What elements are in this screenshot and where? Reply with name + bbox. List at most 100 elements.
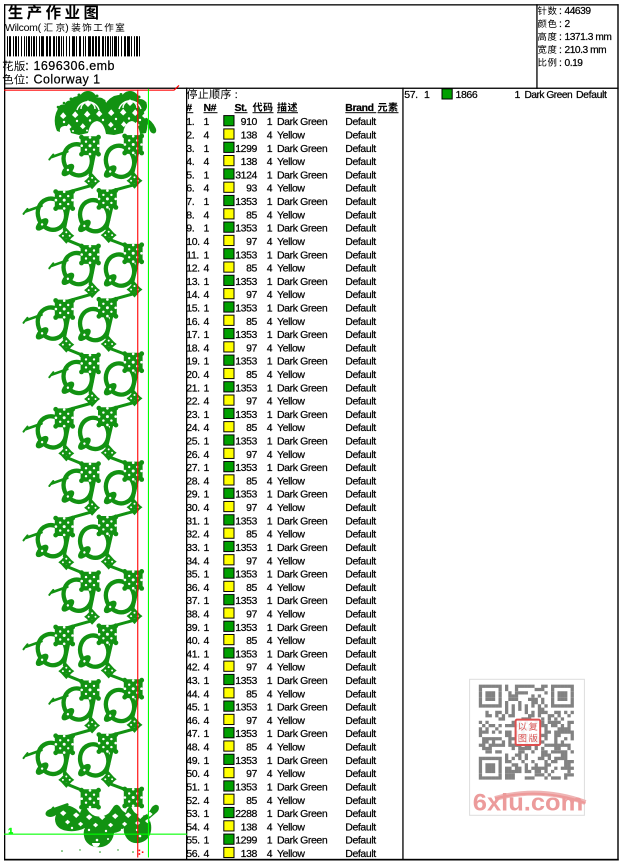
- svg-text:1: 1: [267, 569, 273, 581]
- svg-text:1353: 1353: [235, 515, 257, 527]
- svg-text:Default: Default: [345, 529, 376, 541]
- svg-text:4: 4: [267, 795, 273, 807]
- svg-text:4: 4: [204, 795, 210, 807]
- svg-text:29.: 29.: [186, 489, 199, 501]
- svg-text:1: 1: [204, 728, 210, 740]
- svg-text:52.: 52.: [186, 795, 199, 807]
- svg-text:1353: 1353: [235, 196, 257, 208]
- svg-text:Yellow: Yellow: [277, 156, 305, 168]
- svg-text:1: 1: [204, 196, 210, 208]
- svg-text:1: 1: [204, 648, 210, 660]
- svg-text:1: 1: [204, 702, 210, 714]
- svg-text:Default: Default: [345, 555, 376, 567]
- svg-text:Wilcom(: Wilcom(: [5, 22, 42, 34]
- svg-text:1: 1: [204, 595, 210, 607]
- svg-text:3.: 3.: [186, 143, 194, 155]
- svg-text:Yellow: Yellow: [277, 236, 305, 248]
- svg-text:Dark Green: Dark Green: [277, 835, 328, 847]
- svg-text:85: 85: [246, 316, 257, 328]
- svg-text:43.: 43.: [186, 675, 199, 687]
- svg-text:4: 4: [204, 396, 210, 408]
- svg-text:Default: Default: [345, 542, 376, 554]
- svg-text:Dark Green: Dark Green: [277, 302, 328, 314]
- svg-text:138: 138: [241, 848, 258, 860]
- svg-text:1353: 1353: [235, 329, 257, 341]
- svg-text:4: 4: [204, 742, 210, 754]
- svg-text:Default: Default: [345, 835, 376, 847]
- svg-text:Default: Default: [345, 369, 376, 381]
- svg-text:25.: 25.: [186, 436, 199, 448]
- svg-text:4: 4: [204, 688, 210, 700]
- svg-text:17.: 17.: [186, 329, 199, 341]
- svg-text:Default: Default: [345, 648, 376, 660]
- svg-text:2.: 2.: [186, 130, 194, 142]
- svg-text:Default: Default: [345, 289, 376, 301]
- svg-text:1: 1: [204, 302, 210, 314]
- svg-text:4: 4: [267, 768, 273, 780]
- svg-text:Default: Default: [345, 675, 376, 687]
- svg-text:1: 1: [204, 116, 210, 128]
- svg-text:1: 1: [204, 409, 210, 421]
- svg-text:Yellow: Yellow: [277, 555, 305, 567]
- svg-text:97: 97: [246, 608, 257, 620]
- svg-text:18.: 18.: [186, 342, 199, 354]
- svg-text:): ): [65, 22, 68, 34]
- svg-text:1: 1: [267, 542, 273, 554]
- svg-text:1353: 1353: [235, 702, 257, 714]
- svg-text:1353: 1353: [235, 249, 257, 261]
- svg-text:Yellow: Yellow: [277, 502, 305, 514]
- svg-text:Default: Default: [345, 449, 376, 461]
- svg-text:Dark Green: Dark Green: [277, 808, 328, 820]
- svg-text:4: 4: [204, 848, 210, 860]
- svg-text:85: 85: [246, 529, 257, 541]
- svg-text:1: 1: [267, 622, 273, 634]
- svg-text:33.: 33.: [186, 542, 199, 554]
- svg-text:23.: 23.: [186, 409, 199, 421]
- svg-text:97: 97: [246, 396, 257, 408]
- svg-text:4: 4: [267, 582, 273, 594]
- svg-text:4.: 4.: [186, 156, 194, 168]
- svg-text:Yellow: Yellow: [277, 449, 305, 461]
- svg-text:1: 1: [424, 89, 430, 101]
- svg-text:37.: 37.: [186, 595, 199, 607]
- svg-text:1: 1: [204, 755, 210, 767]
- svg-text:85: 85: [246, 422, 257, 434]
- svg-text:1: 1: [267, 515, 273, 527]
- svg-text:Yellow: Yellow: [277, 635, 305, 647]
- svg-text:Default: Default: [345, 755, 376, 767]
- svg-text:4: 4: [267, 369, 273, 381]
- svg-text:1: 1: [204, 462, 210, 474]
- svg-text:Default: Default: [345, 196, 376, 208]
- svg-text:1353: 1353: [235, 276, 257, 288]
- svg-text:Yellow: Yellow: [277, 688, 305, 700]
- svg-text:N#: N#: [204, 102, 217, 114]
- svg-text:12.: 12.: [186, 263, 199, 275]
- svg-text:1: 1: [204, 569, 210, 581]
- svg-text:1: 1: [267, 675, 273, 687]
- svg-text:97: 97: [246, 449, 257, 461]
- svg-text:4: 4: [204, 342, 210, 354]
- svg-text:41.: 41.: [186, 648, 199, 660]
- svg-text:1: 1: [204, 356, 210, 368]
- svg-text:Default: Default: [345, 821, 376, 833]
- svg-text::: :: [235, 89, 238, 101]
- svg-text:85: 85: [246, 369, 257, 381]
- svg-text:Default: Default: [345, 356, 376, 368]
- svg-text:Dark Green: Dark Green: [277, 622, 328, 634]
- svg-text:210.3 mm: 210.3 mm: [565, 45, 607, 56]
- svg-text:Colorway 1: Colorway 1: [34, 73, 101, 87]
- svg-text:Yellow: Yellow: [277, 263, 305, 275]
- svg-text:1353: 1353: [235, 223, 257, 235]
- svg-text:85: 85: [246, 582, 257, 594]
- svg-text:Dark Green: Dark Green: [525, 90, 573, 101]
- svg-text:4: 4: [267, 529, 273, 541]
- svg-text:4: 4: [267, 263, 273, 275]
- svg-text:4: 4: [267, 289, 273, 301]
- svg-text:1353: 1353: [235, 302, 257, 314]
- svg-text:Default: Default: [345, 475, 376, 487]
- svg-text:Brand: Brand: [345, 102, 373, 114]
- svg-text:4: 4: [204, 183, 210, 195]
- svg-text:1353: 1353: [235, 622, 257, 634]
- svg-text:1: 1: [267, 489, 273, 501]
- svg-text:1: 1: [204, 382, 210, 394]
